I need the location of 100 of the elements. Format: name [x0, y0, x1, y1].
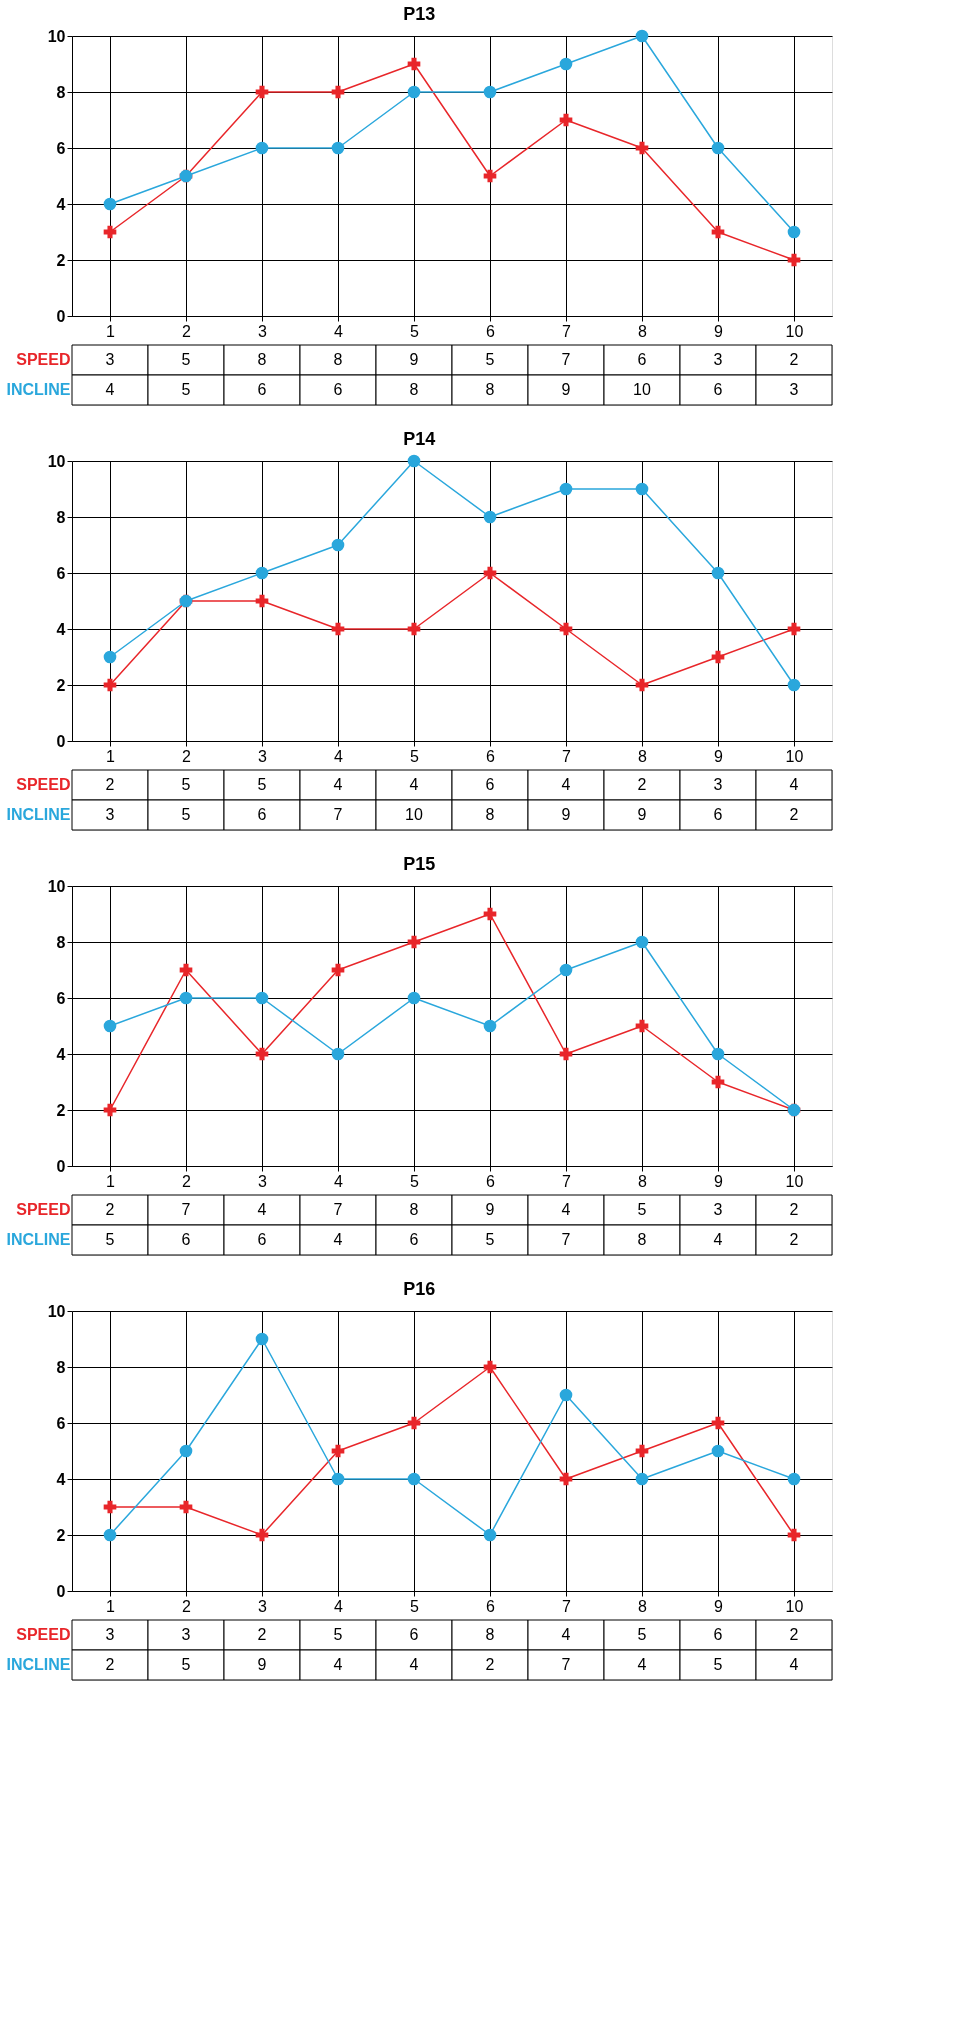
x-tick-label: 7: [562, 322, 572, 340]
x-tick-label: 7: [562, 747, 572, 765]
y-tick-label: 8: [56, 933, 66, 951]
y-tick-label: 0: [56, 732, 66, 750]
data-label: 3: [713, 776, 723, 793]
data-label: 2: [789, 351, 799, 368]
data-label: 9: [561, 381, 571, 398]
x-tick-label: 8: [638, 322, 648, 340]
x-tick-label: 8: [638, 1172, 648, 1190]
x-tick-label: 6: [486, 1172, 496, 1190]
chart-title: P14: [403, 428, 436, 449]
data-label: 6: [257, 381, 267, 398]
y-tick-label: 2: [56, 676, 66, 694]
x-tick-label: 7: [562, 1172, 572, 1190]
data-label: 2: [105, 776, 115, 793]
data-label: 5: [257, 776, 267, 793]
data-label: 8: [409, 1201, 419, 1218]
x-tick-label: 10: [785, 322, 804, 340]
data-label: 5: [637, 1201, 647, 1218]
data-label: 6: [333, 381, 343, 398]
x-tick-label: 3: [258, 747, 268, 765]
data-label: 10: [633, 381, 651, 398]
data-label: 9: [257, 1656, 267, 1673]
data-label: 4: [257, 1201, 267, 1218]
y-tick-label: 4: [56, 1045, 66, 1063]
y-tick-label: 8: [56, 1358, 66, 1376]
x-tick-label: 6: [486, 1597, 496, 1615]
x-tick-label: 8: [638, 1597, 648, 1615]
y-tick-label: 0: [56, 1582, 66, 1600]
text: INCLINE: [6, 381, 71, 398]
x-tick-label: 3: [258, 1597, 268, 1615]
data-label: 4: [333, 1656, 343, 1673]
data-label: 4: [409, 1656, 419, 1673]
data-label: 8: [485, 1626, 495, 1643]
y-tick-label: 10: [47, 1302, 66, 1320]
text: INCLINE: [6, 1656, 71, 1673]
chart-title: P16: [403, 1278, 436, 1299]
data-label: 6: [409, 1626, 419, 1643]
data-label: 7: [561, 351, 571, 368]
data-label: 5: [637, 1626, 647, 1643]
data-label: 6: [713, 381, 723, 398]
data-label: 3: [181, 1626, 191, 1643]
chart-title: P13: [403, 3, 436, 24]
data-label: 5: [485, 351, 495, 368]
data-label: 4: [561, 776, 571, 793]
data-label: 5: [105, 1231, 115, 1248]
data-label: 2: [105, 1201, 115, 1218]
data-label: 3: [713, 1201, 723, 1218]
x-tick-label: 1: [106, 322, 116, 340]
y-tick-label: 4: [56, 620, 66, 638]
x-tick-label: 3: [258, 322, 268, 340]
data-label: 5: [181, 776, 191, 793]
data-label: 5: [333, 1626, 343, 1643]
data-label: 6: [485, 776, 495, 793]
text: INCLINE: [6, 1231, 71, 1248]
data-label: 5: [485, 1231, 495, 1248]
data-label: 4: [561, 1626, 571, 1643]
data-label: 9: [485, 1201, 495, 1218]
data-label: 8: [409, 381, 419, 398]
x-tick-label: 5: [410, 747, 420, 765]
data-label: 4: [789, 776, 799, 793]
x-tick-label: 5: [410, 1172, 420, 1190]
data-label: 9: [561, 806, 571, 823]
data-label: 2: [789, 1231, 799, 1248]
text: SPEED: [16, 1201, 71, 1218]
data-label: 3: [105, 1626, 115, 1643]
data-label: 5: [181, 381, 191, 398]
data-label: 10: [405, 806, 423, 823]
y-tick-label: 0: [56, 1157, 66, 1175]
text: INCLINE: [6, 806, 71, 823]
data-label: 4: [637, 1656, 647, 1673]
data-label: 5: [181, 351, 191, 368]
x-tick-label: 6: [486, 747, 496, 765]
y-tick-label: 8: [56, 508, 66, 526]
text: SPEED: [16, 776, 71, 793]
data-label: 8: [333, 351, 343, 368]
data-label: 4: [333, 776, 343, 793]
data-label: 7: [561, 1231, 571, 1248]
x-tick-label: 5: [410, 322, 420, 340]
x-tick-label: 9: [714, 322, 724, 340]
y-tick-label: 2: [56, 251, 66, 269]
y-tick-label: 0: [56, 307, 66, 325]
data-label: 4: [409, 776, 419, 793]
data-label: 7: [181, 1201, 191, 1218]
data-label: 2: [789, 1626, 799, 1643]
data-label: 3: [789, 381, 799, 398]
x-tick-label: 10: [785, 747, 804, 765]
x-tick-label: 9: [714, 747, 724, 765]
x-tick-label: 2: [182, 322, 192, 340]
data-label: 8: [485, 381, 495, 398]
x-tick-label: 1: [106, 747, 116, 765]
data-label: 5: [181, 1656, 191, 1673]
x-tick-label: 1: [106, 1597, 116, 1615]
data-label: 8: [637, 1231, 647, 1248]
data-label: 7: [333, 806, 343, 823]
data-label: 6: [713, 806, 723, 823]
x-tick-label: 2: [182, 1597, 192, 1615]
data-label: 6: [637, 351, 647, 368]
x-tick-label: 8: [638, 747, 648, 765]
data-label: 6: [181, 1231, 191, 1248]
